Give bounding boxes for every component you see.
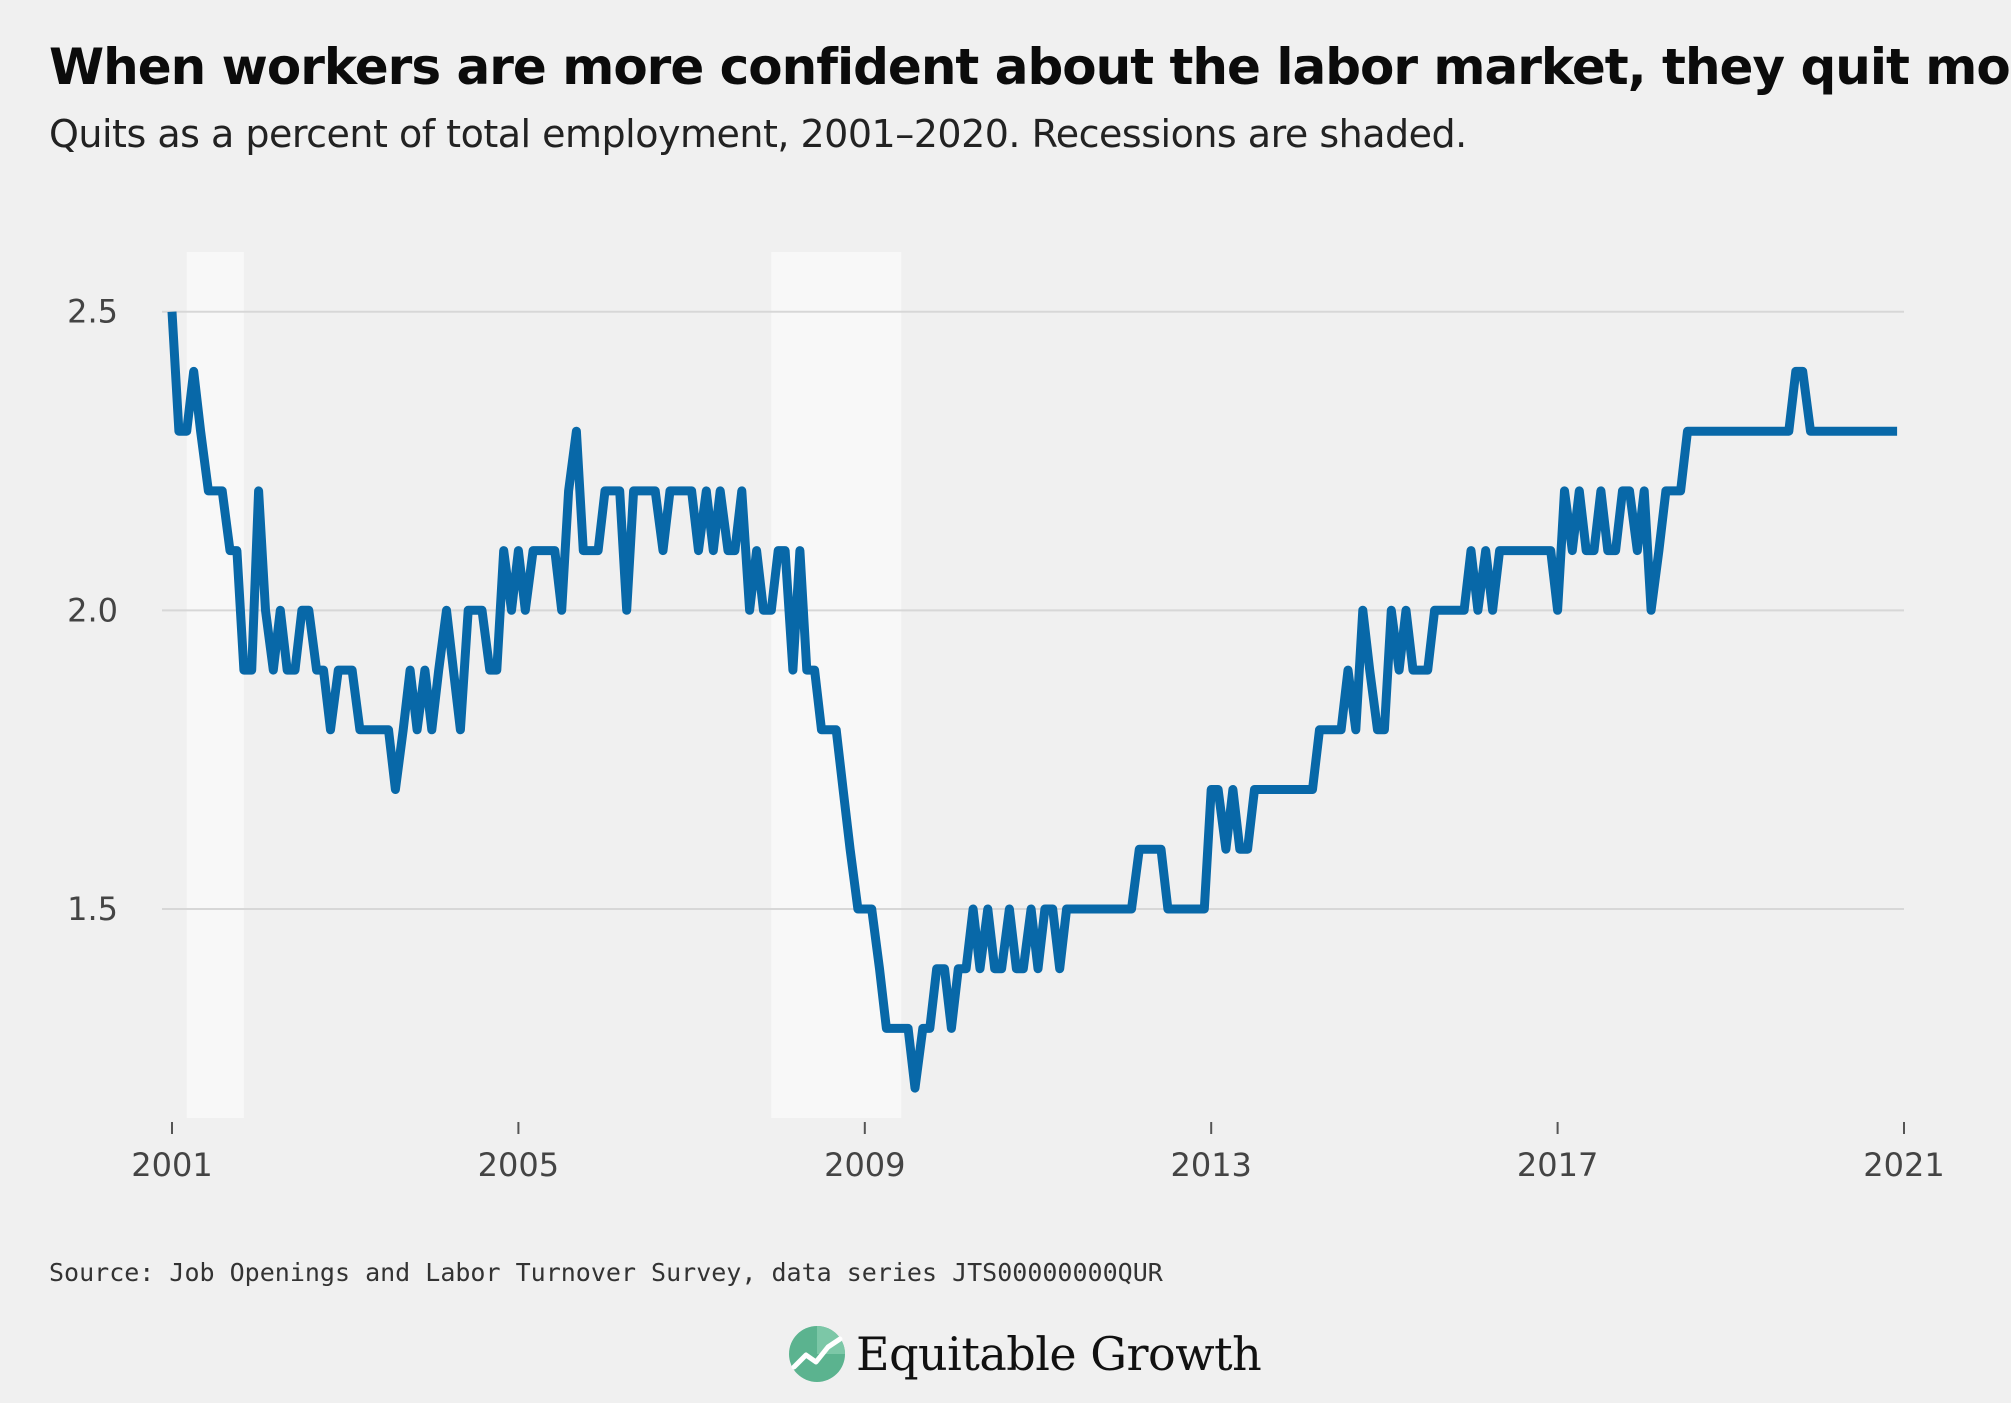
- logo-growth-icon: [789, 1326, 845, 1382]
- quits-line-chart: 1.5 2.0 2.5 2001 2005 2009 2013 2017 2021: [67, 252, 1945, 1184]
- series-layer: [167, 311, 1898, 1093]
- series-line-1: [167, 311, 1898, 1093]
- equitable-growth-logo[interactable]: Equitable Growth: [788, 1325, 1262, 1383]
- x-axis-ticks: 2001 2005 2009 2013 2017 2021: [131, 1122, 1945, 1184]
- chart-title: When workers are more confident about th…: [49, 38, 2011, 96]
- y-tick-label: 2.5: [67, 293, 118, 331]
- y-axis-ticks: 1.5 2.0 2.5: [67, 293, 118, 928]
- recession-bands: [186, 252, 902, 1118]
- x-tick-label: 2005: [478, 1146, 559, 1184]
- x-tick-label: 2001: [131, 1146, 212, 1184]
- x-tick-label: 2013: [1170, 1146, 1251, 1184]
- x-tick-label: 2009: [824, 1146, 905, 1184]
- y-tick-label: 1.5: [67, 890, 118, 928]
- y-tick-label: 2.0: [67, 591, 118, 629]
- source-note: Source: Job Openings and Labor Turnover …: [49, 1258, 1163, 1287]
- gridlines: [162, 310, 1904, 910]
- x-tick-label: 2021: [1863, 1146, 1944, 1184]
- chart-subtitle: Quits as a percent of total employment, …: [49, 112, 1467, 156]
- logo-text: Equitable Growth: [856, 1327, 1262, 1381]
- x-tick-label: 2017: [1517, 1146, 1598, 1184]
